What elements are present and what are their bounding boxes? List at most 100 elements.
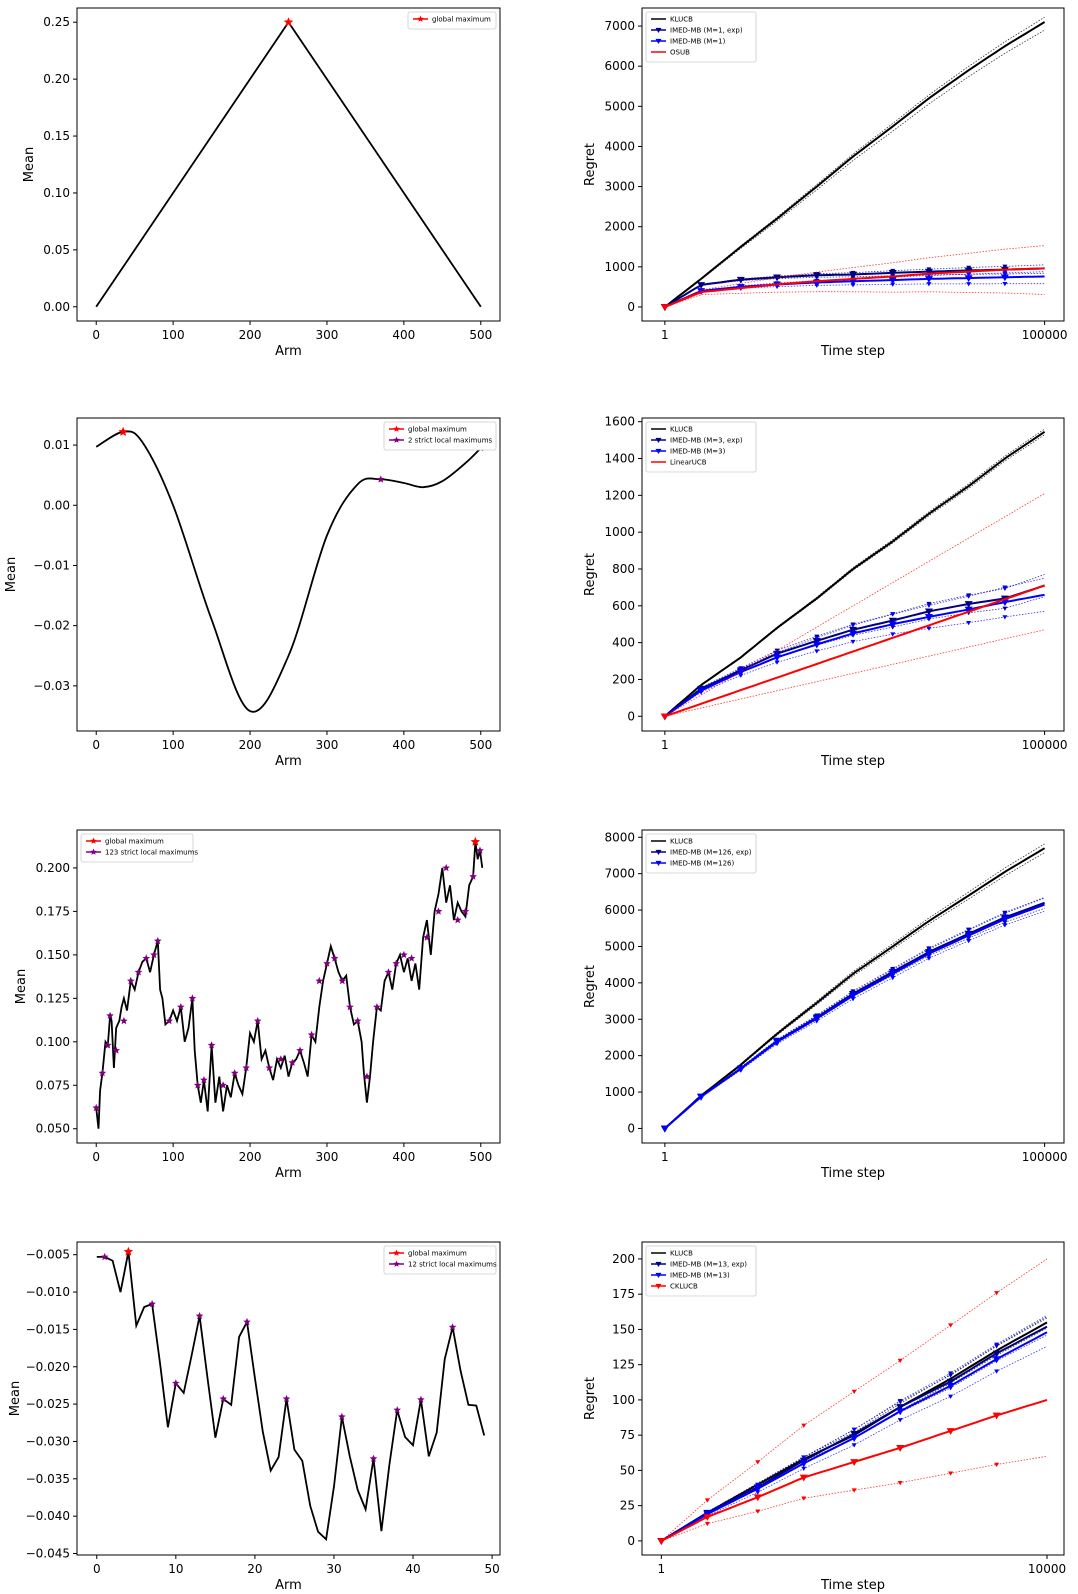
- y-tick-label: 0.20: [43, 72, 70, 86]
- plot-area: [92, 836, 484, 1129]
- series-imed-mb-m-1-exp--band-marker: [738, 278, 744, 284]
- legend-label: CKLUCB: [670, 1283, 698, 1291]
- series-imed-mb-m-1--lower-band: [664, 283, 1045, 308]
- series-imed-mb-m-1-exp--band-marker: [1002, 264, 1008, 269]
- series-klucb-lower-band: [664, 29, 1045, 308]
- series-imed-mb-m-1--band-marker: [774, 284, 780, 290]
- subplot-5: 1 100000 0 1000 2000 3000 4000 5000 6000 7000 8000…: [583, 829, 1068, 1181]
- legend-marker: [655, 1261, 662, 1267]
- legend-box: [645, 11, 757, 63]
- x-tick-label: 300: [316, 738, 339, 752]
- plot-area: [660, 428, 1046, 721]
- series-imed-mb-m-126--marker: [1000, 916, 1009, 924]
- series-imed-mb-m-1--band-marker: [890, 282, 896, 287]
- y-tick-label: 7000: [604, 867, 635, 881]
- local-max-marker: [243, 1317, 251, 1326]
- x-tick-label: 100: [162, 1150, 185, 1164]
- y-tick-label: −0.040: [26, 1509, 70, 1523]
- series-imed-mb-m-13--marker: [850, 1435, 859, 1442]
- y-tick-label: 2000: [604, 1049, 635, 1063]
- series-imed-mb-m-126--band-marker: [926, 947, 932, 952]
- legend: KLUCB IMED-MB (M=126, exp) IMED-MB (M=126): [645, 833, 757, 874]
- local-max-marker: [193, 1081, 202, 1089]
- series-imed-mb-m-13--lower-band: [661, 1345, 1048, 1542]
- series-imed-mb-m-1--marker: [888, 277, 897, 285]
- local-max-marker: [377, 475, 385, 483]
- series-cklucb-band-marker: [897, 1358, 903, 1364]
- series-imed-mb-m-1-exp--band-marker: [890, 268, 896, 274]
- x-tick-label: 100000: [1022, 738, 1068, 752]
- series-imed-mb-m-1--band-marker: [1002, 271, 1008, 276]
- y-tick-label: 125: [612, 1358, 635, 1372]
- series-imed-mb-m-126--marker: [888, 970, 897, 978]
- x-tick-label: 300: [316, 1150, 339, 1164]
- series-imed-mb-m-3--line: [664, 593, 1045, 718]
- legend-box: [645, 833, 757, 874]
- y-tick-label: 175: [612, 1287, 635, 1301]
- local-max-marker: [330, 954, 339, 962]
- series-imed-mb-m-3--band-marker: [774, 650, 780, 655]
- y-tick-label: 0.200: [36, 861, 70, 875]
- series-imed-mb-m-13--band-marker: [948, 1394, 954, 1399]
- x-tick-label: 500: [469, 738, 492, 752]
- y-tick-label: −0.01: [33, 558, 70, 572]
- series-imed-mb-m-13-exp--marker: [992, 1350, 1001, 1358]
- series-imed-mb-m-3--band-marker: [814, 636, 820, 641]
- series-imed-mb-m-1--band-marker: [814, 283, 820, 288]
- series-linearucb-lower-band: [664, 629, 1045, 717]
- series-imed-mb-m-3--marker: [849, 630, 857, 638]
- series-imed-mb-m-3--band-marker: [738, 667, 744, 672]
- subplot-1: 1 100000 0 1000 2000 3000 4000 5000 6000 7000 Time…: [583, 7, 1068, 359]
- y-tick-label: −0.045: [26, 1547, 70, 1561]
- legend: global maximum: [407, 11, 497, 30]
- series-imed-mb-m-13-exp--marker: [850, 1430, 859, 1438]
- y-tick-label: 0.10: [43, 186, 70, 200]
- series-klucb-lower-band: [664, 852, 1045, 1129]
- x-axis-label: Arm: [275, 754, 302, 769]
- series-imed-mb-m-1--marker: [849, 278, 857, 286]
- series-linearucb-marker: [660, 713, 669, 721]
- series-cklucb-band-marker: [948, 1471, 954, 1476]
- series-imed-mb-m-13--band-marker: [704, 1510, 710, 1515]
- series-imed-mb-m-1--marker: [1000, 274, 1009, 282]
- local-max-marker: [442, 863, 450, 872]
- y-tick-label: −0.03: [33, 679, 70, 693]
- mean-curve: [96, 1251, 486, 1542]
- series-imed-mb-m-1--band-marker: [926, 282, 932, 287]
- series-imed-mb-m-3-exp--marker: [849, 626, 857, 634]
- mean-curve: [95, 20, 482, 308]
- subplot-4: 0 100 200 300 400 500 0.050 0.075 0.100 0.125 0.15…: [14, 829, 501, 1181]
- series-cklucb-marker: [753, 1494, 762, 1502]
- legend-marker: [393, 1249, 400, 1256]
- legend: global maximum 123 strict local maximums: [80, 833, 198, 863]
- y-axis-label: Regret: [583, 965, 598, 1008]
- series-imed-mb-m-3-exp--upper-band: [664, 574, 1045, 717]
- local-max-marker: [200, 1076, 208, 1084]
- local-max-marker: [165, 1016, 174, 1025]
- series-imed-mb-m-3-exp--band-marker: [1002, 606, 1008, 611]
- legend-label: IMED-MB (M=1, exp): [670, 27, 743, 35]
- legend: KLUCB IMED-MB (M=3, exp) IMED-MB (M=3) Line…: [645, 421, 757, 473]
- series-cklucb-band-marker: [994, 1462, 1000, 1467]
- series-imed-mb-m-1--band-marker: [774, 281, 780, 286]
- plot-area: [95, 17, 482, 308]
- x-axis-label: Arm: [275, 1578, 302, 1593]
- legend-box: [383, 421, 497, 451]
- series-imed-mb-m-3--marker: [1000, 599, 1009, 607]
- legend-label: IMED-MB (M=126): [670, 860, 735, 868]
- local-max-marker: [369, 1454, 378, 1462]
- legend-marker: [655, 27, 662, 33]
- series-imed-mb-m-3-exp--lower-band: [664, 596, 1045, 717]
- series-cklucb-band-marker: [948, 1323, 954, 1328]
- x-axis-label: Time step: [820, 754, 885, 769]
- series-imed-mb-m-13--band-marker: [801, 1466, 807, 1472]
- y-tick-label: 0.100: [36, 1035, 70, 1049]
- y-tick-label: −0.005: [26, 1248, 70, 1262]
- series-imed-mb-m-3-exp--marker: [812, 637, 821, 645]
- y-tick-label: 6000: [604, 903, 635, 917]
- series-imed-mb-m-1--band-marker: [850, 283, 856, 288]
- y-tick-label: 5000: [604, 939, 635, 953]
- global-max-marker: [123, 1246, 134, 1256]
- legend-label: IMED-MB (M=13): [670, 1272, 730, 1280]
- series-klucb-lower-band: [661, 1327, 1048, 1542]
